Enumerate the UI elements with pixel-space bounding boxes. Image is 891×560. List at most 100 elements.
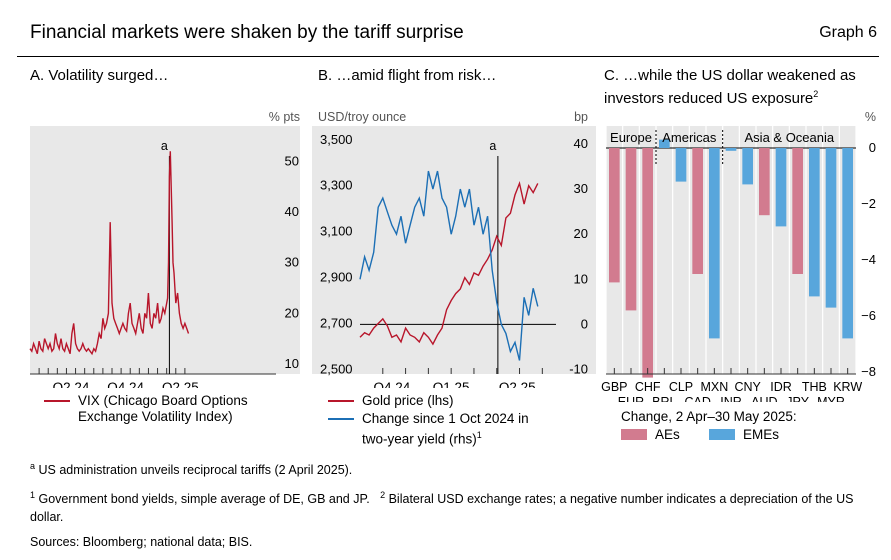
legend-swatch-emes — [709, 429, 735, 440]
legend-item-yield: Change since 1 Oct 2024 in two-year yield… — [328, 411, 529, 448]
panel-b-right-unit: bp — [574, 110, 588, 124]
footnote-1-2: 1 Government bond yields, simple average… — [30, 486, 882, 526]
panel-b-background — [312, 126, 596, 374]
panel-b-left-tick: 2,500 — [320, 361, 353, 376]
panel-c-group-label: Europe — [610, 130, 652, 145]
panel-c-ytick: 0 — [869, 140, 876, 155]
panel-c-title-sup: 2 — [813, 89, 819, 99]
legend-emes-label: EMEs — [743, 427, 780, 442]
panel-c-title: C. …while the US dollar weakened as inve… — [604, 67, 879, 108]
bar-myr — [825, 148, 837, 308]
bar-krw — [842, 148, 853, 339]
panel-c-title-text: C. …while the US dollar weakened as inve… — [604, 67, 856, 107]
bar-aud — [759, 148, 770, 216]
panel-a-ytick-50: 50 — [285, 153, 299, 168]
legend-a: VIX (Chicago Board Options Exchange Volat… — [44, 393, 248, 425]
panel-b-left-tick: 2,700 — [320, 315, 353, 330]
bar-cny — [742, 148, 753, 185]
panel-c-ytick: −4 — [861, 252, 876, 267]
footnote-a: a US administration unveils reciprocal t… — [30, 457, 880, 479]
bar-chf — [642, 148, 653, 378]
panel-c-ytick: −2 — [861, 196, 876, 211]
panel-a-ytick-20: 20 — [285, 305, 299, 320]
panel-a-vix-line — [29, 151, 190, 356]
legend-c: Change, 2 Apr–30 May 2025: AEs EMEs — [621, 409, 797, 443]
panel-a-xtick-label: Q2 24 — [53, 380, 90, 388]
panel-c-cat-label: JPY — [786, 395, 810, 402]
legend-aes-label: AEs — [655, 427, 680, 442]
panel-c-cat-label: KRW — [833, 380, 862, 394]
panel-c-cat-label: AUD — [751, 395, 777, 402]
legend-swatch-yield — [328, 418, 354, 420]
panel-b-right-tick: -10 — [569, 361, 588, 376]
panel-c-group-label: Asia & Oceania — [745, 130, 835, 145]
legend-yield-line2: two-year yield (rhs) — [362, 431, 477, 447]
panel-b-right-tick: 40 — [574, 136, 588, 151]
bar-thb — [809, 148, 820, 297]
legend-b: Gold price (lhs) Change since 1 Oct 2024… — [328, 393, 529, 448]
bar-idr — [775, 148, 787, 227]
panel-a-unit: % pts — [269, 110, 300, 124]
panel-c-group-label: Americas — [662, 130, 717, 145]
figure-title: Financial markets were shaken by the tar… — [30, 22, 464, 43]
panel-b-xtick-label: Q2 25 — [499, 380, 536, 388]
sources: Sources: Bloomberg; national data; BIS. — [30, 535, 253, 549]
legend-gold-label: Gold price (lhs) — [362, 393, 454, 408]
panel-b-right-tick: 20 — [574, 226, 588, 241]
legend-yield-line1: Change since 1 Oct 2024 in — [362, 411, 529, 426]
bar-brl — [659, 139, 670, 148]
panel-b-left-tick: 2,900 — [320, 270, 353, 285]
panel-c-ytick: −8 — [861, 364, 876, 379]
panel-c-cat-label: INR — [720, 395, 742, 402]
panel-c-cat-label: CAD — [684, 395, 710, 402]
footnote-a-mark: a — [30, 461, 36, 471]
panel-c-cat-label: EUR — [618, 395, 644, 402]
panel-c-cat-label: BRL — [652, 395, 676, 402]
title-divider — [17, 56, 879, 57]
panel-c-cat-label: IDR — [770, 380, 792, 394]
panel-c-ytick: −6 — [861, 308, 876, 323]
footnote-2-text: Bilateral USD exchange rates; a negative… — [30, 492, 854, 525]
panel-c-cat-label: MYR — [817, 395, 845, 402]
panel-a-ytick-40: 40 — [285, 204, 299, 219]
legend-item-vix: VIX (Chicago Board Options Exchange Volat… — [44, 393, 248, 425]
legend-c-title: Change, 2 Apr–30 May 2025: — [621, 409, 797, 424]
panel-a-xtick-label: Q2 25 — [162, 380, 199, 388]
panel-b-title: B. …amid flight from risk… — [318, 67, 497, 84]
bar-eur — [625, 148, 637, 311]
panel-b-xtick-label: Q1 25 — [433, 380, 470, 388]
bar-gbp — [609, 148, 620, 283]
panel-a-title: A. Volatility surged… — [30, 67, 169, 84]
panel-a-event-label: a — [161, 139, 168, 153]
panel-a-background — [30, 126, 300, 374]
panel-b-event-label: a — [489, 139, 496, 153]
panel-b-right-tick: 30 — [574, 181, 588, 196]
footnote-1-text: Government bond yields, simple average o… — [35, 492, 370, 507]
footnote-a-text: US administration unveils reciprocal tar… — [35, 463, 353, 478]
legend-yield-sup: 1 — [476, 430, 482, 440]
panel-c-chart: % 0 −2 −4 −6 −8 Europe Americas Asia & Oceania GB… — [601, 110, 876, 402]
panel-c-cat-label: THB — [802, 380, 827, 394]
panel-c-cat-label: CHF — [635, 380, 661, 394]
panel-b-left-tick: 3,300 — [320, 178, 353, 193]
panel-a-chart: % pts 10 20 30 40 50 Q2 24 Q4 24 Q2 25 a — [29, 110, 300, 388]
panel-b-right-tick: 10 — [574, 271, 588, 286]
legend-swatch-gold — [328, 400, 354, 402]
panel-a-ytick-10: 10 — [285, 356, 299, 371]
panel-a-ytick-30: 30 — [285, 255, 299, 270]
bar-mxn — [709, 148, 720, 339]
bar-jpy — [792, 148, 803, 274]
panel-c-cat-label: MXN — [700, 380, 728, 394]
panel-c-unit: % — [865, 110, 876, 124]
panel-b-xtick-label: Q4 24 — [374, 380, 411, 388]
panel-b-gold-line — [359, 181, 539, 346]
panel-a-xtick-label: Q4 24 — [107, 380, 144, 388]
graph-label: Graph 6 — [819, 24, 877, 41]
footnote-2-mark: 2 — [380, 490, 386, 500]
panel-b-left-tick: 3,500 — [320, 132, 353, 147]
legend-item-gold: Gold price (lhs) — [328, 393, 529, 409]
panel-c-cat-label: GBP — [601, 380, 627, 394]
bar-clp — [675, 148, 687, 182]
panel-c-cat-label: CLP — [669, 380, 693, 394]
bar-inr — [725, 148, 737, 151]
